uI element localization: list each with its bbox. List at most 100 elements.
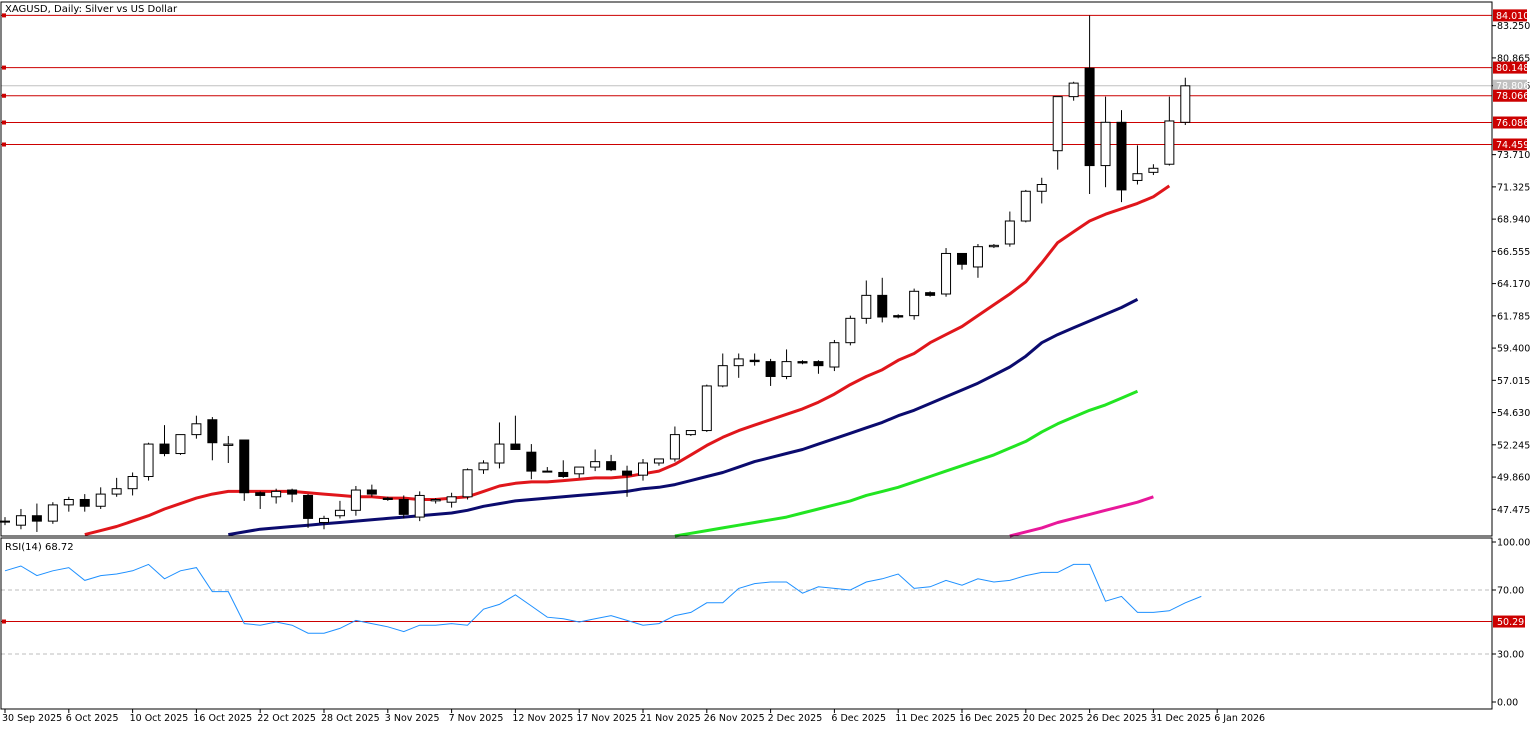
candle[interactable] [542,467,553,473]
candle[interactable] [1116,110,1127,203]
candle[interactable] [1164,96,1175,166]
candle[interactable] [669,426,680,462]
candle[interactable] [813,360,824,374]
candle[interactable] [781,349,792,380]
candle[interactable] [79,494,90,512]
candle[interactable] [414,491,425,522]
candle[interactable] [31,503,42,532]
candle[interactable] [287,488,298,503]
rsi-plot[interactable] [1,563,1492,655]
price-plot[interactable] [0,13,1493,538]
candle[interactable] [319,515,329,530]
candle[interactable] [127,472,138,496]
level-anchor-handle[interactable] [2,65,6,70]
candle[interactable] [606,454,617,472]
candle-body [669,434,680,460]
candle[interactable] [271,488,282,504]
candle[interactable] [446,492,457,508]
candle[interactable] [63,496,74,512]
candle[interactable] [1132,145,1143,185]
candle[interactable] [957,252,967,270]
candle[interactable] [1084,15,1095,194]
candle[interactable] [877,277,888,323]
candle[interactable] [462,468,473,500]
candle[interactable] [574,466,585,478]
candle[interactable] [430,498,441,504]
candle[interactable] [558,460,569,478]
candle[interactable] [685,430,696,436]
candle[interactable] [159,425,170,457]
candle[interactable] [638,458,648,481]
candle[interactable] [350,485,361,516]
candle-body [765,361,776,377]
candle[interactable] [510,415,521,450]
candle[interactable] [1052,96,1063,170]
time-tick-label: 16 Dec 2025 [959,713,1020,724]
candle[interactable] [988,243,999,249]
candle[interactable] [653,458,664,466]
candle[interactable] [255,491,266,509]
candle[interactable] [239,439,250,501]
candle[interactable] [334,500,345,519]
candle[interactable] [590,449,601,472]
candle[interactable] [478,460,489,474]
candle[interactable] [382,496,393,501]
candle[interactable] [175,434,186,455]
candle[interactable] [47,502,58,524]
candle[interactable] [765,358,776,386]
candle[interactable] [1004,211,1015,247]
candle[interactable] [366,484,377,497]
candle[interactable] [303,494,314,528]
candle[interactable] [925,291,936,297]
candle[interactable] [861,280,872,324]
candle[interactable] [494,422,505,469]
candle[interactable] [526,444,537,480]
candle[interactable] [701,384,712,432]
candle[interactable] [845,315,856,346]
price-tick-label: 49.860 [1497,473,1530,484]
candle-body [1180,85,1191,123]
candle[interactable] [143,442,154,481]
candle[interactable] [111,477,122,497]
level-anchor-handle[interactable] [2,120,6,125]
level-anchor-handle[interactable] [2,13,6,18]
price-tick-label: 47.475 [1497,505,1530,516]
candle[interactable] [1148,164,1159,176]
candle-body [813,361,824,367]
candle[interactable] [398,495,409,519]
candle[interactable] [733,353,744,378]
candle[interactable] [893,314,904,319]
candle[interactable] [15,508,26,530]
candle[interactable] [95,487,106,509]
candle[interactable] [223,435,234,463]
candle[interactable] [972,243,983,278]
price-tick-label: 57.015 [1497,376,1530,387]
level-anchor-handle[interactable] [2,142,6,147]
candle[interactable] [941,248,952,297]
candle-body [1116,121,1127,191]
candle[interactable] [1068,81,1079,101]
candle[interactable] [797,360,808,365]
level-anchor-handle[interactable] [2,619,6,624]
candle[interactable] [1020,189,1031,223]
candle[interactable] [1100,96,1111,188]
candle-body [430,498,441,502]
candle-body [861,294,872,319]
candle[interactable] [622,465,633,497]
time-tick-label: 20 Dec 2025 [1023,713,1084,724]
candle[interactable] [191,415,202,439]
candle[interactable] [1180,77,1191,126]
candle[interactable] [829,339,840,372]
candle[interactable] [207,417,218,461]
candle[interactable] [749,353,760,366]
candle-body [175,434,186,455]
level-anchor-handle[interactable] [2,93,6,98]
candle[interactable] [909,288,920,320]
candle[interactable] [717,353,728,388]
candle-body [319,517,329,523]
candle-body [382,497,393,500]
candle-body [526,451,537,472]
candle-body [1132,173,1143,181]
candle[interactable] [1036,177,1047,204]
